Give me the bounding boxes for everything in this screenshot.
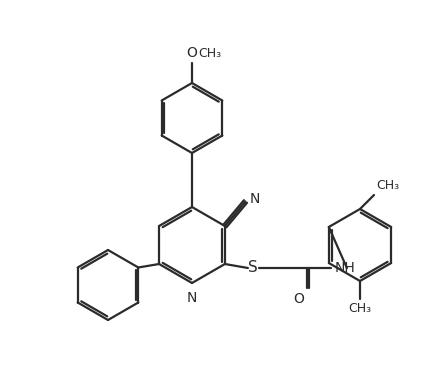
Text: CH₃: CH₃ [349,302,371,315]
Text: O: O [187,46,198,60]
Text: CH₃: CH₃ [198,47,221,60]
Text: CH₃: CH₃ [376,179,399,192]
Text: N: N [249,192,260,206]
Text: N: N [187,291,197,305]
Text: S: S [248,261,258,276]
Text: NH: NH [335,261,356,275]
Text: O: O [293,292,304,306]
